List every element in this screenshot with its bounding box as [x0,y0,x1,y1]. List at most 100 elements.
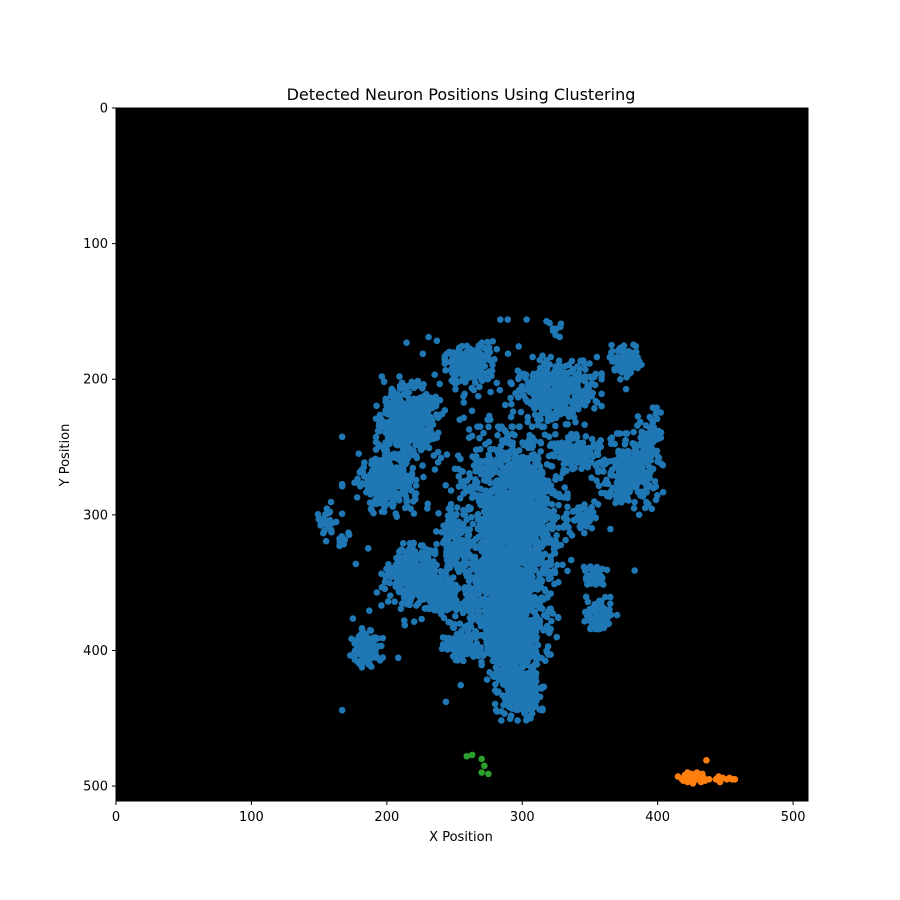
cluster-0-point [378,508,386,515]
cluster-0-point [608,341,615,349]
cluster-0-point [488,525,495,533]
cluster-0-point [486,356,493,364]
cluster-0-point [657,434,665,441]
cluster-0-point [563,405,571,413]
cluster-0-point [458,342,466,350]
cluster-0-point [376,427,383,435]
cluster-0-point [527,593,534,601]
cluster-0-point [532,672,539,679]
cluster-0-point [598,402,605,410]
cluster-0-point [375,422,383,430]
cluster-0-point [441,355,449,363]
cluster-0-point [562,374,570,382]
cluster-0-point [480,652,487,659]
cluster-0-point [466,585,473,593]
cluster-0-point [484,645,491,652]
cluster-0-point [378,416,385,423]
cluster-0-point [467,349,474,357]
cluster-0-point [499,664,507,672]
cluster-0-point [523,687,531,695]
cluster-0-point [517,599,525,607]
cluster-0-point [612,492,620,499]
cluster-0-point [410,395,418,403]
cluster-0-point [616,361,624,369]
cluster-0-point [543,626,551,634]
cluster-0-point [564,420,571,428]
cluster-0-point [376,499,384,506]
cluster-0-point [528,423,536,431]
cluster-0-point [644,451,651,459]
chart-title: Detected Neuron Positions Using Clusteri… [287,85,636,104]
cluster-0-point [355,450,363,458]
cluster-0-point [395,497,403,504]
cluster-0-point [525,695,533,702]
cluster-0-point [511,663,518,671]
cluster-0-point [581,421,588,429]
cluster-0-point [641,442,649,449]
cluster-0-point [637,458,645,466]
cluster-0-point [594,468,602,476]
cluster-0-point [462,590,470,598]
cluster-0-point [482,626,490,634]
cluster-0-point [402,474,410,481]
cluster-0-point [536,618,544,625]
cluster-0-point [384,456,392,464]
cluster-0-point [630,353,638,361]
cluster-0-point [346,652,354,659]
cluster-0-point [495,469,503,477]
cluster-0-point [380,484,388,491]
cluster-0-point [543,564,550,572]
cluster-0-point [408,380,415,388]
cluster-0-point [475,607,483,615]
cluster-0-point [561,484,568,491]
cluster-0-point [398,489,406,496]
cluster-0-point [469,520,477,528]
cluster-0-point [510,690,518,697]
cluster-0-point [609,358,616,365]
cluster-0-point [564,491,571,499]
cluster-0-point [478,529,486,537]
cluster-0-point [586,373,593,381]
cluster-0-point [630,428,637,436]
cluster-0-point [524,413,532,421]
cluster-0-point [537,376,545,384]
cluster-0-point [531,552,538,560]
cluster-0-point [382,495,389,502]
cluster-0-point [386,592,394,600]
cluster-0-point [521,610,529,618]
cluster-0-point [501,681,508,688]
cluster-0-point [548,500,556,508]
cluster-0-point [634,422,641,429]
cluster-0-point [592,462,600,469]
cluster-0-point [520,639,527,647]
cluster-0-point [555,501,562,509]
cluster-0-point [565,361,573,369]
cluster-0-point [572,430,580,438]
cluster-0-point [512,450,519,458]
cluster-0-point [522,661,530,669]
cluster-0-point [582,366,589,373]
cluster-0-point [547,590,554,597]
cluster-0-point [573,404,580,411]
cluster-0-point [380,445,388,452]
cluster-0-point [515,680,522,687]
cluster-0-point [531,395,539,403]
cluster-0-point [650,424,658,431]
cluster-0-point [427,417,435,424]
cluster-0-point [479,351,486,359]
cluster-0-point [589,389,597,397]
cluster-0-point [616,470,623,478]
cluster-0-point [520,535,528,542]
cluster-0-point [467,483,474,491]
cluster-0-point [591,381,599,389]
cluster-0-point [564,503,571,511]
cluster-0-point [386,437,394,445]
cluster-0-point [564,459,571,467]
cluster-0-point [431,586,439,593]
cluster-0-point [659,488,667,496]
cluster-0-point [388,573,395,581]
cluster-0-point [598,370,605,377]
cluster-0-point [443,350,450,358]
cluster-0-point [456,620,464,627]
cluster-0-point [562,536,569,544]
